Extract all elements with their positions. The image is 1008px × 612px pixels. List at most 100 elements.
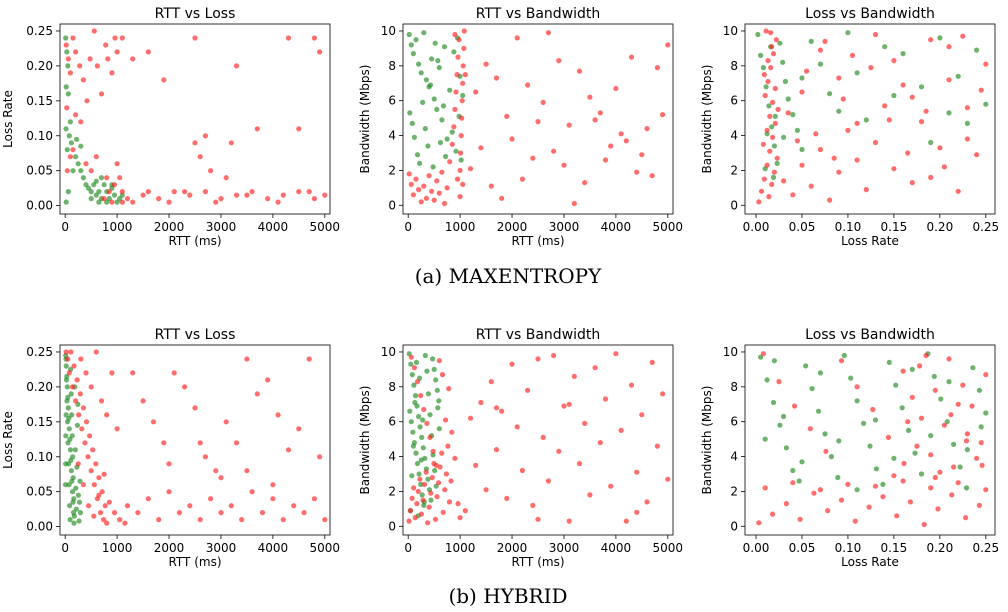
y-tick-label: 0.05	[26, 164, 53, 178]
data-point	[311, 496, 317, 502]
data-point	[613, 85, 619, 92]
y-axis-label: Loss Rate	[1, 90, 15, 148]
x-tick-label: 4000	[601, 220, 632, 234]
data-point	[182, 384, 188, 390]
data-point	[458, 150, 464, 156]
data-point	[424, 368, 430, 374]
data-point	[421, 183, 427, 189]
data-point	[854, 120, 860, 126]
data-point	[983, 372, 989, 378]
data-point	[457, 167, 463, 173]
data-point	[891, 92, 897, 99]
data-point	[891, 166, 897, 172]
data-point	[758, 188, 765, 194]
data-point	[427, 434, 433, 440]
data-point	[932, 474, 938, 481]
data-point	[416, 61, 422, 67]
data-point	[473, 89, 479, 95]
data-point	[71, 520, 77, 526]
x-tick-label: 0.15	[881, 220, 908, 234]
data-point	[766, 194, 772, 200]
data-point	[218, 196, 224, 202]
data-point	[435, 58, 441, 64]
data-point	[774, 160, 780, 166]
data-point	[83, 370, 89, 376]
data-point	[439, 450, 445, 456]
data-point	[769, 181, 775, 187]
data-point	[415, 488, 421, 494]
y-tick-label: 10	[723, 345, 738, 359]
data-point	[963, 438, 970, 444]
data-point	[233, 440, 240, 446]
data-point	[202, 133, 208, 139]
data-point	[421, 481, 428, 487]
data-point	[91, 482, 97, 488]
data-point	[228, 503, 234, 509]
data-point	[417, 424, 423, 430]
data-point	[86, 503, 92, 509]
data-point	[422, 126, 428, 132]
data-point	[409, 495, 415, 501]
data-point	[88, 468, 94, 474]
data-point	[917, 363, 923, 369]
data-point	[618, 427, 624, 433]
data-point	[493, 405, 500, 411]
data-point	[771, 143, 778, 149]
x-tick-label: 5000	[653, 220, 684, 234]
data-point	[825, 508, 831, 514]
y-tick-label: 0.00	[26, 520, 53, 534]
data-point	[955, 73, 961, 79]
data-point	[202, 189, 208, 195]
y-tick-label: 0	[388, 519, 396, 533]
data-point	[799, 75, 805, 81]
data-point	[923, 108, 929, 114]
data-point	[87, 56, 93, 62]
data-point	[587, 94, 593, 100]
x-tick-label: 1000	[445, 541, 476, 555]
data-point	[64, 419, 71, 425]
chart-panel-1: 0 1000 2000 3000 4000 5000 0.00 0.05 0.10 0.15 0.2…	[1, 6, 340, 248]
y-tick-label: 0.15	[26, 415, 53, 429]
data-point	[608, 143, 614, 149]
y-tick-label: 0.10	[26, 129, 53, 143]
data-point	[119, 199, 125, 205]
data-point	[460, 92, 466, 99]
data-point	[412, 399, 418, 406]
data-point	[76, 412, 82, 418]
data-point	[97, 509, 104, 516]
data-point	[77, 391, 83, 397]
data-point	[769, 124, 775, 130]
data-point	[322, 517, 328, 523]
data-point	[772, 85, 778, 92]
data-point	[592, 365, 598, 371]
data-point	[459, 98, 465, 104]
data-point	[928, 174, 934, 180]
data-point	[794, 138, 801, 144]
data-point	[755, 31, 761, 38]
data-point	[63, 35, 69, 41]
data-point	[955, 188, 961, 194]
data-point	[435, 405, 441, 411]
x-tick-label: 4000	[258, 220, 289, 234]
data-point	[773, 37, 779, 43]
data-point	[597, 440, 603, 446]
data-point	[785, 110, 791, 116]
data-point	[852, 518, 858, 524]
data-point	[854, 487, 860, 493]
data-point	[767, 113, 773, 119]
data-point	[423, 195, 429, 201]
data-point	[535, 356, 541, 362]
data-point	[566, 518, 572, 524]
data-point	[417, 476, 423, 482]
data-point	[440, 509, 446, 515]
data-point	[244, 192, 250, 198]
data-point	[265, 196, 271, 202]
data-point	[296, 189, 302, 195]
data-point	[111, 509, 118, 516]
y-tick-label: 2	[388, 163, 396, 177]
data-point	[770, 399, 777, 406]
data-point	[407, 508, 414, 514]
data-point	[460, 181, 466, 187]
data-point	[166, 461, 172, 467]
data-point	[761, 176, 767, 182]
